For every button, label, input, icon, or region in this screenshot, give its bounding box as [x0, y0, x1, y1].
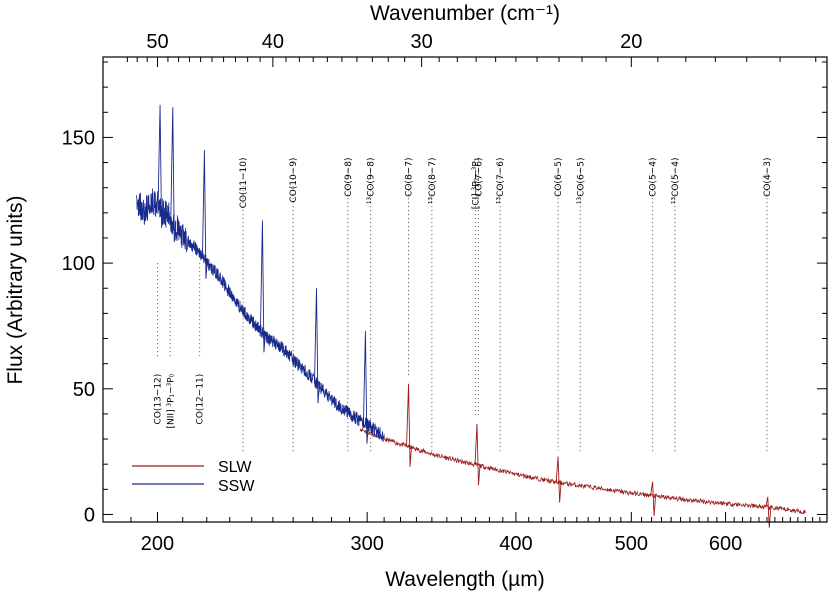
- annotation-label-3: CO(11−10): [239, 158, 249, 209]
- x-tick-label: 500: [615, 533, 648, 555]
- line-annotations: CO(13−12) [NII] ³P₁−³P₀ CO(12−11) CO(11−10)…: [153, 157, 773, 452]
- plot-frame: [102, 56, 828, 523]
- top-axis-ticks: 50 40 30 20: [126, 31, 817, 67]
- spectral-peak-ssw-4: [314, 288, 320, 404]
- y-axis-ticks: 0 50 100 150: [62, 61, 827, 526]
- top-tick-label: 30: [411, 31, 433, 53]
- top-tick-label: 50: [146, 31, 168, 53]
- spectral-peak-ssw-3: [259, 220, 266, 353]
- y-axis-title: Flux (Arbitrary units): [4, 195, 27, 384]
- spectral-peak-slw-2: [555, 456, 562, 503]
- spectral-peak-slw-3: [650, 481, 657, 516]
- top-tick-label: 40: [262, 31, 284, 53]
- series-line-ssw: [135, 188, 385, 442]
- x-tick-label: 400: [499, 533, 532, 555]
- annotation-label-8: ¹³CO(8−7): [428, 158, 438, 205]
- annotation-label-1: [NII] ³P₁−³P₀: [166, 373, 176, 428]
- y-tick-label: 150: [62, 127, 95, 149]
- x-tick-label: 300: [350, 533, 383, 555]
- y-tick-label: 50: [73, 379, 95, 401]
- annotation-label-5: CO(9−8): [344, 158, 354, 197]
- annotation-label-15: ¹³CO(5−4): [671, 158, 681, 205]
- annotation-label-4: CO(10−9): [289, 158, 299, 203]
- spectral-peak-slw-1: [474, 423, 481, 486]
- legend-label-ssw: SSW: [218, 478, 255, 495]
- x-axis-title: Wavelength (µm): [385, 568, 545, 591]
- y-tick-label: 100: [62, 253, 95, 275]
- annotation-label-13: ¹³CO(6−5): [576, 158, 586, 205]
- annotation-label-0: CO(13−12): [153, 374, 163, 425]
- annotation-label-9: [CI] ³P₂−³P₁: [472, 157, 482, 209]
- spectral-peak-ssw-0: [157, 104, 164, 228]
- x-axis-ticks: 200 300 400 500 600: [130, 512, 821, 555]
- spectral-peak-ssw-1: [170, 107, 177, 243]
- top-axis-title: Wavenumber (cm⁻¹): [370, 2, 560, 25]
- series-line-slw: [359, 428, 806, 515]
- y-tick-label: 0: [84, 504, 95, 526]
- annotation-label-16: CO(4−3): [763, 158, 773, 197]
- annotation-label-14: CO(5−4): [649, 158, 659, 197]
- top-tick-label: 20: [620, 31, 642, 53]
- legend: SLW SSW: [132, 459, 255, 495]
- spectral-peak-slw-0: [406, 383, 412, 467]
- legend-label-slw: SLW: [218, 459, 252, 476]
- annotation-label-11: ¹³CO(7−6): [496, 158, 506, 205]
- spectral-peak-slw-4: [765, 496, 772, 528]
- x-tick-label: 200: [141, 533, 174, 555]
- annotation-label-6: ¹³CO(9−8): [367, 158, 377, 205]
- annotation-label-7: CO(8−7): [405, 158, 415, 197]
- spectral-peak-ssw-5: [362, 330, 369, 444]
- annotation-label-12: CO(6−5): [554, 158, 564, 197]
- x-tick-label: 600: [709, 533, 742, 555]
- annotation-label-10: CO(7−6): [474, 158, 484, 197]
- series-layer: [135, 104, 806, 528]
- spectral-peak-ssw-2: [201, 149, 208, 279]
- annotation-label-2: CO(12−11): [196, 374, 206, 425]
